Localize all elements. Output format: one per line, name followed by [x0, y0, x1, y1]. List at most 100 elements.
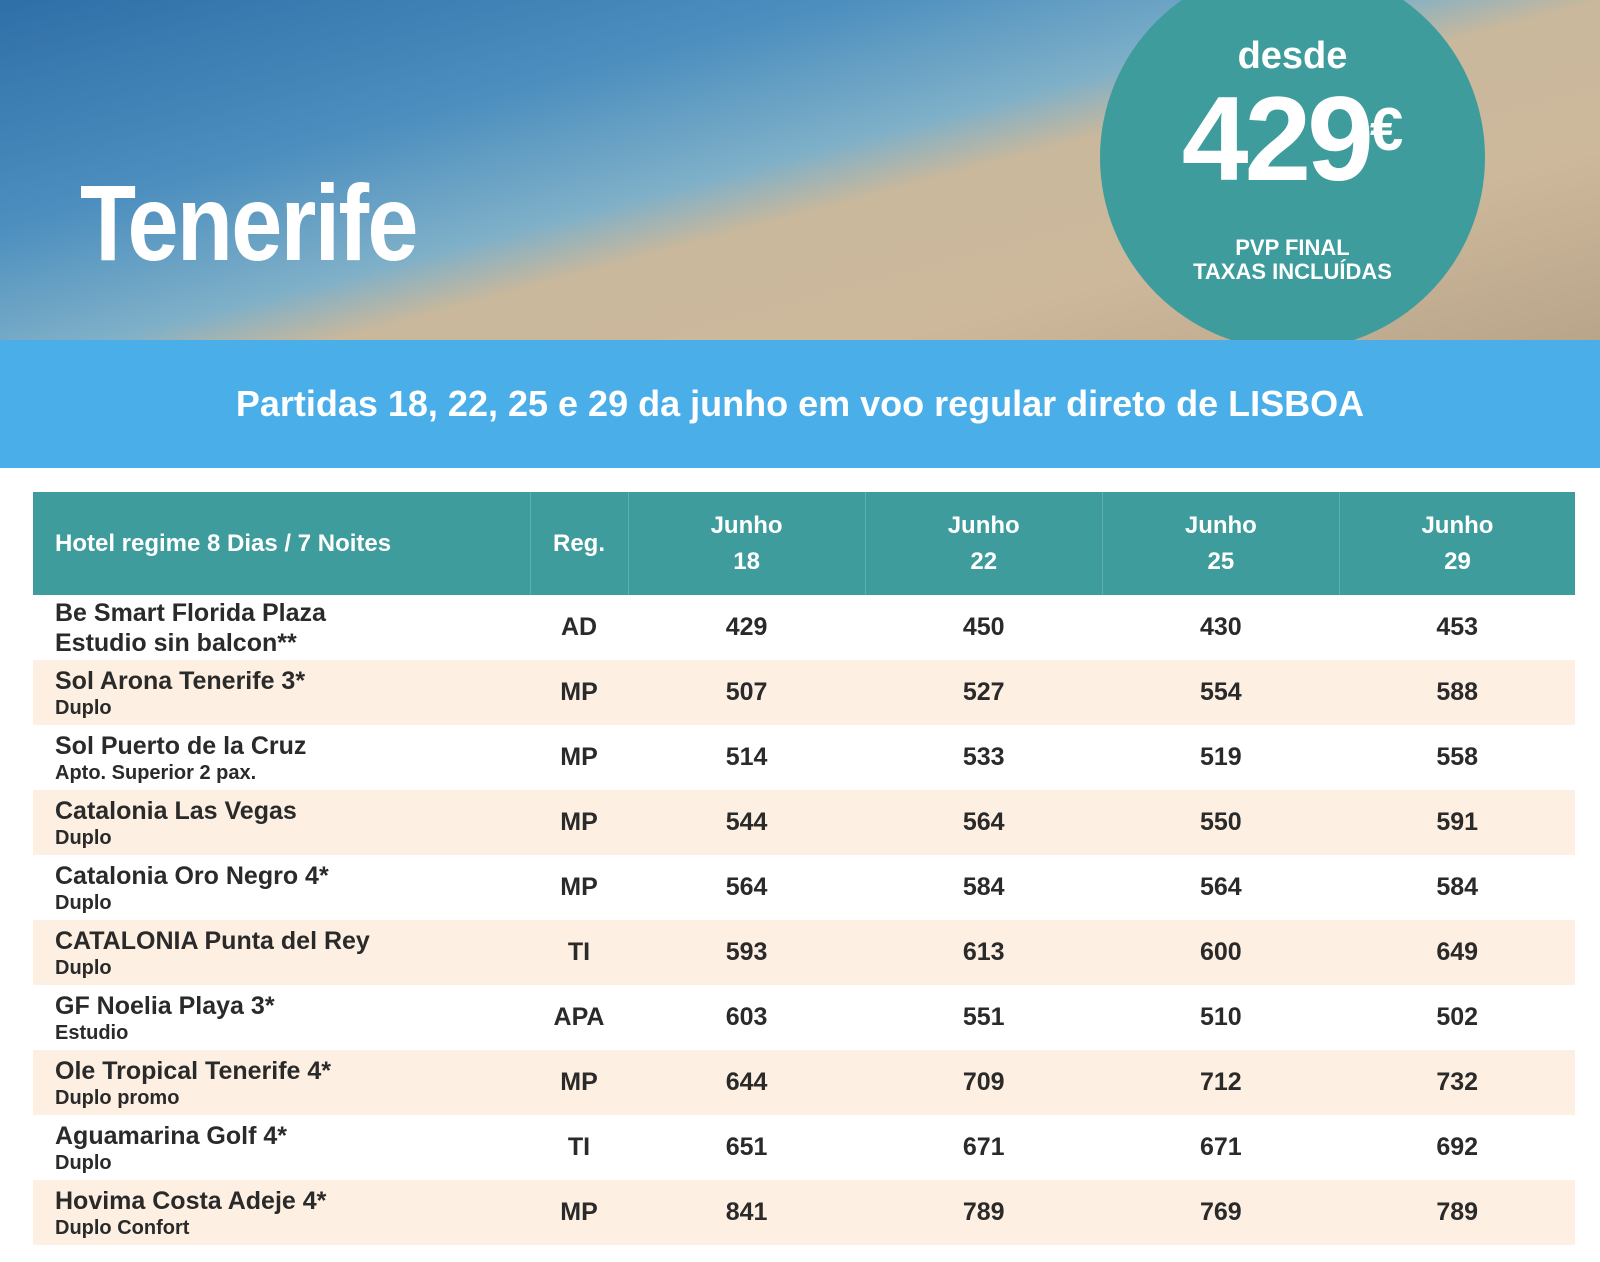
price-cell: 514	[725, 743, 768, 771]
hotel-name: GF Noelia Playa 3*	[55, 991, 275, 1020]
price-cell: 732	[1339, 1050, 1575, 1115]
header-cell: Reg.	[529, 492, 628, 595]
table-row: Catalonia Las Vegas Duplo MP 544 564 550 591	[33, 790, 1575, 855]
price-cell: 564	[1199, 873, 1242, 901]
header-cell: Hotel regime 8 Dias / 7 Noites	[33, 492, 530, 595]
price-cell: 554	[1102, 660, 1340, 725]
price-cell: 649	[1339, 920, 1575, 985]
price-table: Hotel regime 8 Dias / 7 Noites Reg. Junh…	[33, 492, 1575, 1245]
price-cell: 558	[1436, 743, 1479, 771]
room-type: Duplo	[55, 891, 112, 914]
price-cell: 692	[1436, 1133, 1479, 1161]
price-badge: desde 429€ PVP FINAL TAXAS INCLUÍDAS	[1100, 0, 1485, 340]
hero-title: Tenerife	[80, 162, 418, 283]
hotel-cell: Catalonia Las Vegas Duplo	[33, 790, 530, 855]
price-cell: 502	[1436, 1003, 1479, 1031]
price-cell: 430	[1199, 613, 1242, 641]
hotel-cell: Aguamarina Golf 4* Duplo	[33, 1115, 530, 1180]
currency: €	[1369, 96, 1404, 163]
hotel-name: Hovima Costa Adeje 4*	[55, 1186, 327, 1215]
price-cell: 789	[865, 1180, 1103, 1245]
header-cell: Junho 22	[864, 492, 1103, 595]
month: Junho	[947, 511, 1020, 539]
hotel-cell: Be Smart Florida Plaza Estudio sin balcon…	[33, 595, 530, 660]
price-cell: 593	[628, 920, 866, 985]
table-row: Aguamarina Golf 4* Duplo TI 651 671 671 692	[33, 1115, 1575, 1180]
room-type: Duplo promo	[55, 1086, 180, 1109]
hotel-name: CATALONIA Punta del Rey	[55, 926, 370, 955]
regime-cell: TI	[567, 1133, 591, 1161]
price-cell: 600	[1102, 920, 1340, 985]
table-row: Ole Tropical Tenerife 4* Duplo promo MP 644…	[33, 1050, 1575, 1115]
price-cell: 584	[962, 873, 1005, 901]
hotel-name: Catalonia Oro Negro 4*	[55, 861, 329, 890]
price-cell: 712	[1102, 1050, 1340, 1115]
room-type: Apto. Superior 2 pax.	[55, 761, 257, 784]
header-cell: Junho 29	[1338, 492, 1575, 595]
price: 429	[1181, 72, 1374, 206]
room-type: Duplo	[55, 696, 112, 719]
regime-cell: APA	[553, 1003, 605, 1031]
price-cell: 429	[725, 613, 768, 641]
price-cell: 644	[628, 1050, 866, 1115]
price-cell: 841	[628, 1180, 866, 1245]
header-cell: Junho 25	[1101, 492, 1340, 595]
price-cell: 564	[725, 873, 768, 901]
room-type: Duplo	[55, 1151, 112, 1174]
table-row: Catalonia Oro Negro 4* Duplo MP 564 584 564 58…	[33, 855, 1575, 920]
price-cell: 544	[628, 790, 866, 855]
price-cell: 584	[1436, 873, 1479, 901]
hotel-cell: Sol Puerto de la Cruz Apto. Superior 2 pa…	[33, 725, 530, 790]
room-type: Duplo	[55, 956, 112, 979]
badge-price: 429€	[1100, 70, 1485, 208]
hotel-cell: Catalonia Oro Negro 4* Duplo	[33, 855, 530, 920]
day: 29	[1444, 547, 1471, 575]
month: Junho	[1421, 511, 1494, 539]
table-row: Sol Puerto de la Cruz Apto. Superior 2 pa…	[33, 725, 1575, 790]
hotel-name: Be Smart Florida Plaza	[55, 598, 326, 627]
hotel-name: Aguamarina Golf 4*	[55, 1121, 287, 1150]
day: 25	[1207, 547, 1235, 575]
price-cell: 789	[1339, 1180, 1575, 1245]
price-cell: 564	[865, 790, 1103, 855]
price-cell: 769	[1102, 1180, 1340, 1245]
price-cell: 453	[1436, 613, 1479, 641]
price-cell: 550	[1102, 790, 1340, 855]
price-cell: 671	[962, 1133, 1005, 1161]
header-cell: Junho 18	[627, 492, 866, 595]
regime-cell: MP	[560, 873, 598, 901]
hotel-cell: Hovima Costa Adeje 4* Duplo Confort	[33, 1180, 530, 1245]
room-type: Estudio	[55, 1021, 129, 1044]
month: Junho	[1184, 511, 1257, 539]
regime-cell: MP	[530, 660, 628, 725]
hotel-name: Sol Puerto de la Cruz	[55, 731, 307, 760]
price-cell: 588	[1339, 660, 1575, 725]
price-cell: 507	[628, 660, 866, 725]
hotel-name: Ole Tropical Tenerife 4*	[55, 1056, 332, 1085]
hotel-cell: CATALONIA Punta del Rey Duplo	[33, 920, 530, 985]
price-cell: 671	[1199, 1133, 1242, 1161]
header-row: Hotel regime 8 Dias / 7 Noites Reg. Junh…	[33, 492, 1575, 595]
banner: Partidas 18, 22, 25 e 29 da junho em voo…	[0, 340, 1600, 468]
badge-note: TAXAS INCLUÍDAS	[1193, 259, 1392, 284]
badge-note: PVP FINAL	[1235, 235, 1350, 260]
month: Junho	[710, 511, 783, 539]
room-type: Duplo Confort	[55, 1216, 190, 1239]
price-cell: 651	[725, 1133, 768, 1161]
badge-label: desde	[1237, 35, 1348, 77]
price-cell: 603	[725, 1003, 768, 1031]
regime-cell: MP	[530, 1050, 628, 1115]
regime-cell: MP	[530, 790, 628, 855]
regime-cell: TI	[530, 920, 628, 985]
table-row: CATALONIA Punta del Rey Duplo TI 593 613 600 6…	[33, 920, 1575, 985]
table-row: Be Smart Florida Plaza Estudio sin balcon…	[33, 595, 1575, 660]
table-row: GF Noelia Playa 3* Estudio APA 603 551 510 502	[33, 985, 1575, 1050]
table-row: Sol Arona Tenerife 3* Duplo MP 507 527 554 588	[33, 660, 1575, 725]
day: 18	[733, 547, 760, 575]
price-cell: 533	[962, 743, 1005, 771]
price-cell: 450	[962, 613, 1005, 641]
hotel-name: Sol Arona Tenerife 3*	[55, 666, 306, 695]
regime-cell: MP	[560, 743, 598, 771]
hotel-cell: GF Noelia Playa 3* Estudio	[33, 985, 530, 1050]
